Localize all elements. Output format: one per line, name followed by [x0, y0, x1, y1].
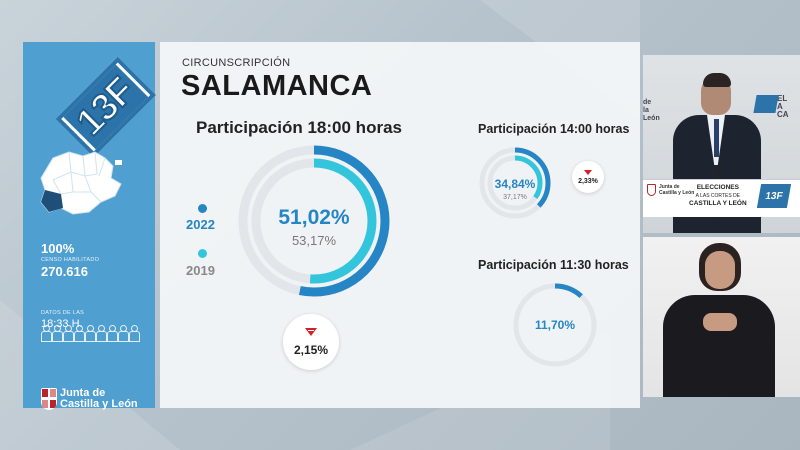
wall-sign-left: de la León — [643, 99, 660, 122]
podium-logo-line2: Castilla y León — [659, 190, 695, 196]
legend-year-2019: 2019 — [186, 263, 215, 278]
speaker-hair — [703, 73, 731, 87]
province-name: SALAMANCA — [181, 70, 373, 102]
p1400-value-2022: 34,84% — [494, 177, 536, 191]
election-badge: 13F — [55, 56, 156, 158]
legend-year-2022: 2022 — [186, 217, 215, 232]
sidebar: 13F 100% CENSO HABILITADO 270.616 DATOS … — [23, 42, 156, 410]
datos-label: DATOS DE LAS — [41, 310, 85, 316]
p1130-title: Participación 11:30 horas — [478, 258, 629, 272]
person-icon — [129, 325, 140, 342]
legend-dot-2019 — [198, 249, 207, 258]
ring-arc-2019 — [479, 147, 551, 219]
censo-label: CENSO HABILITADO — [41, 257, 100, 263]
sign-language-interpreter-video — [643, 237, 800, 397]
interpreter-body — [663, 295, 775, 397]
escrutado-value: 100% — [41, 241, 75, 256]
p1400-diff-value: 2,33% — [578, 177, 598, 185]
person-icon — [85, 325, 96, 342]
datos-time: 18:33 H. — [41, 318, 83, 330]
wall-sign-right: EL A CA — [777, 94, 789, 119]
person-icon — [41, 325, 52, 342]
ring-arc-2019 — [238, 145, 390, 297]
down-arrow-icon — [584, 168, 592, 175]
podium-badge: 13F — [756, 184, 792, 208]
p1130-ring — [513, 283, 597, 367]
person-icon — [107, 325, 118, 342]
down-arrow-icon — [305, 327, 317, 336]
junta-logo: Junta de Castilla y León — [41, 388, 138, 410]
junta-logo-line1: Junta de — [60, 387, 106, 399]
people-icon-row — [41, 325, 140, 342]
main-diff-value: 2,15% — [293, 342, 329, 357]
main-value-2019: 53,17% — [291, 233, 337, 248]
interpreter-face — [705, 251, 735, 289]
podium-logo: Junta de Castilla y León — [647, 184, 694, 196]
coat-of-arms-icon — [647, 184, 656, 196]
ring-arc-2022 — [487, 155, 543, 211]
coat-of-arms-icon — [41, 388, 57, 410]
podium-title-line2: A LAS CORTES DE — [695, 193, 741, 199]
person-icon — [96, 325, 107, 342]
main-participation-ring — [238, 145, 390, 297]
person-icon — [74, 325, 85, 342]
censo-value: 270.616 — [41, 264, 88, 279]
main-value-2022: 51,02% — [278, 206, 350, 229]
main-diff-badge: 2,15% — [283, 314, 339, 370]
ring-arc-2022 — [513, 283, 597, 367]
podium-title-line3: CASTILLA Y LEÓN — [689, 200, 747, 207]
speaker-tie — [714, 119, 719, 157]
person-icon — [52, 325, 63, 342]
speaker-video: de la León EL A CA Junta de Castilla y L… — [643, 55, 800, 233]
junta-logo-line2: Castilla y León — [60, 398, 138, 410]
interpreter-hands — [703, 313, 737, 331]
p1400-value-2019: 37,17% — [503, 194, 527, 201]
election-badge-text: 13F — [63, 64, 149, 150]
results-card: CIRCUNSCRIPCIÓN SALAMANCA Participación … — [160, 42, 640, 408]
podium-title: ELECCIONES A LAS CORTES DE CASTILLA Y LE… — [689, 184, 747, 208]
podium-title-line1: ELECCIONES — [696, 184, 739, 191]
p1130-value-2022: 11,70% — [534, 318, 576, 332]
p1400-title: Participación 14:00 horas — [478, 122, 630, 136]
main-participation-title: Participación 18:00 horas — [196, 118, 402, 137]
person-icon — [118, 325, 129, 342]
legend-dot-2022 — [198, 204, 207, 213]
circunscripcion-label: CIRCUNSCRIPCIÓN — [182, 57, 291, 69]
podium-logo-line1: Junta de — [659, 184, 680, 190]
p1400-ring — [479, 147, 551, 219]
person-icon — [63, 325, 74, 342]
p1400-diff-badge: 2,33% — [572, 161, 604, 193]
ring-arc-2022 — [251, 158, 377, 284]
region-map-icon — [40, 151, 122, 215]
wall-badge — [753, 95, 779, 113]
podium-sign: Junta de Castilla y León ELECCIONES A LA… — [643, 179, 800, 217]
